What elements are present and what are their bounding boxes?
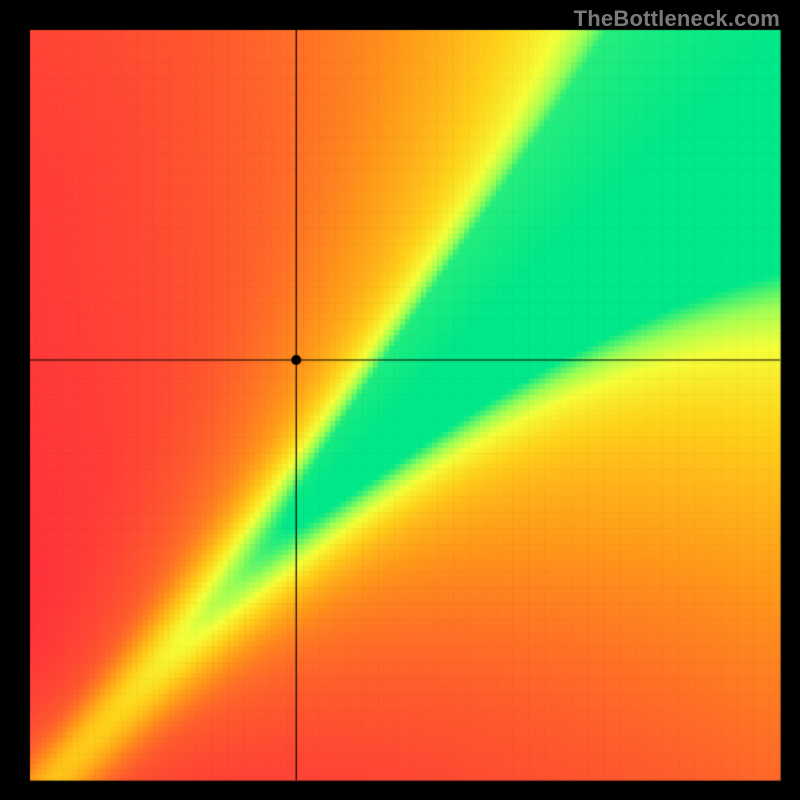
watermark-text: TheBottleneck.com [574, 6, 780, 32]
heatmap-canvas [0, 0, 800, 800]
chart-container: TheBottleneck.com [0, 0, 800, 800]
